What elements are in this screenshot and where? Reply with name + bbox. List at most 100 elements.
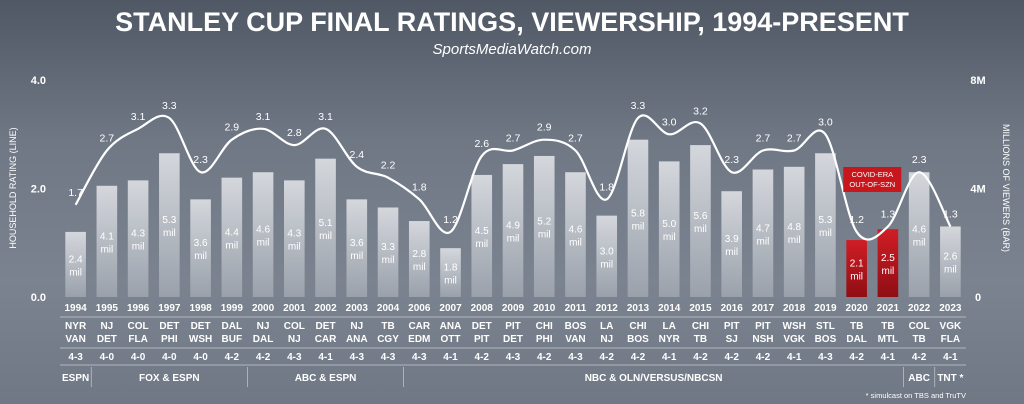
viewership-value-label: 2.8 (412, 249, 426, 260)
winner-team-label: DET (191, 321, 211, 332)
viewership-value-label: 5.3 (162, 215, 176, 226)
series-result-label: 4-1 (318, 352, 333, 363)
year-label: 2007 (439, 303, 462, 314)
rating-value-label: 3.1 (131, 111, 146, 123)
series-result-label: 4-2 (849, 352, 864, 363)
rating-value-label: 1.3 (943, 208, 958, 220)
loser-team-label: TB (912, 334, 925, 345)
winner-team-label: PIT (505, 321, 521, 332)
winner-team-label: CHI (692, 321, 709, 332)
winner-team-label: NJ (257, 321, 270, 332)
year-label: 1996 (127, 303, 150, 314)
rating-value-label: 2.3 (724, 154, 739, 166)
viewership-unit-label: mil (850, 272, 863, 283)
year-label: 2013 (627, 303, 650, 314)
viewership-value-label: 5.1 (319, 218, 333, 229)
covid-annotation-box (843, 167, 902, 192)
viewership-unit-label: mil (319, 231, 332, 242)
viewership-bar (471, 174, 493, 297)
year-label: 2000 (252, 303, 275, 314)
rating-value-label: 3.3 (631, 100, 646, 112)
viewership-bar (252, 172, 274, 297)
viewership-unit-label: mil (132, 242, 145, 253)
winner-team-label: COL (128, 321, 149, 332)
winner-team-label: DET (472, 321, 492, 332)
series-result-label: 4-1 (443, 352, 458, 363)
network-label: ABC & ESPN (295, 373, 357, 384)
loser-team-label: FLA (941, 334, 960, 345)
viewership-value-label: 4.5 (475, 226, 489, 237)
loser-team-label: MTL (878, 334, 899, 345)
viewership-bar (502, 164, 524, 297)
viewership-unit-label: mil (913, 238, 926, 249)
viewership-bar (908, 172, 930, 297)
rating-value-label: 2.7 (568, 133, 583, 145)
winner-team-label: PIT (755, 321, 771, 332)
viewership-unit-label: mil (694, 224, 707, 235)
year-label: 2009 (502, 303, 525, 314)
viewership-bar (65, 231, 86, 297)
year-label: 2004 (377, 303, 400, 314)
viewership-unit-label: mil (600, 259, 613, 270)
year-label: 1998 (189, 303, 212, 314)
viewership-bar (377, 207, 399, 297)
rating-value-label: 2.7 (787, 133, 802, 145)
viewership-unit-label: mil (288, 242, 301, 253)
rating-value-label: 3.1 (318, 111, 333, 123)
loser-team-label: TB (694, 334, 707, 345)
rating-value-label: 2.3 (912, 154, 927, 166)
rating-value-label: 1.3 (881, 208, 896, 220)
viewership-unit-label: mil (100, 244, 113, 255)
viewership-bar (565, 172, 586, 297)
loser-team-label: OTT (441, 334, 461, 345)
series-result-label: 4-2 (475, 352, 490, 363)
left-tick-label: 4.0 (31, 75, 46, 87)
viewership-value-label: 4.3 (287, 229, 301, 240)
footnote: * simulcast on TBS and TruTV (866, 391, 966, 400)
viewership-bar (315, 158, 336, 297)
viewership-unit-label: mil (444, 276, 457, 287)
viewership-bar (721, 191, 742, 297)
winner-team-label: CHI (536, 321, 553, 332)
year-label: 2008 (471, 303, 494, 314)
viewership-value-label: 2.5 (881, 253, 895, 264)
winner-team-label: NJ (100, 321, 113, 332)
year-label: 2016 (721, 303, 744, 314)
winner-team-label: COL (284, 321, 305, 332)
rating-line (74, 114, 952, 241)
loser-team-label: VAN (565, 334, 585, 345)
loser-team-label: PIT (474, 334, 490, 345)
viewership-value-label: 4.6 (569, 225, 583, 236)
year-label: 2022 (908, 303, 931, 314)
viewership-value-label: 2.1 (850, 259, 864, 270)
right-axis-label: MILLIONS OF VIEWERS (BAR) (1001, 124, 1011, 252)
winner-team-label: ANA (440, 321, 462, 332)
rating-value-label: 2.9 (537, 122, 552, 134)
winner-team-label: DAL (222, 321, 243, 332)
viewership-bar (408, 221, 430, 297)
loser-team-label: VAN (65, 334, 85, 345)
series-result-label: 4-3 (68, 352, 83, 363)
series-result-label: 4-0 (193, 352, 208, 363)
viewership-value-label: 3.6 (350, 238, 364, 249)
series-result-label: 4-0 (162, 352, 177, 363)
viewership-unit-label: mil (632, 221, 645, 232)
viewership-unit-label: mil (882, 266, 895, 277)
rating-value-label: 1.2 (443, 214, 458, 226)
viewership-unit-label: mil (538, 229, 551, 240)
viewership-bar (627, 139, 649, 297)
loser-team-label: FLA (128, 334, 147, 345)
loser-team-label: NYR (659, 334, 681, 345)
viewership-unit-label: mil (163, 228, 176, 239)
year-label: 2006 (408, 303, 431, 314)
network-label: ABC (908, 373, 930, 384)
loser-team-label: SJ (726, 334, 738, 345)
rating-value-label: 2.2 (381, 160, 396, 172)
winner-team-label: LA (600, 321, 613, 332)
year-label: 2003 (346, 303, 369, 314)
loser-team-label: VGK (783, 334, 805, 345)
viewership-bar (690, 145, 711, 297)
rating-value-label: 2.7 (100, 133, 115, 145)
year-label: 1994 (64, 303, 87, 314)
covid-annotation-line: COVID-ERA (851, 170, 893, 179)
